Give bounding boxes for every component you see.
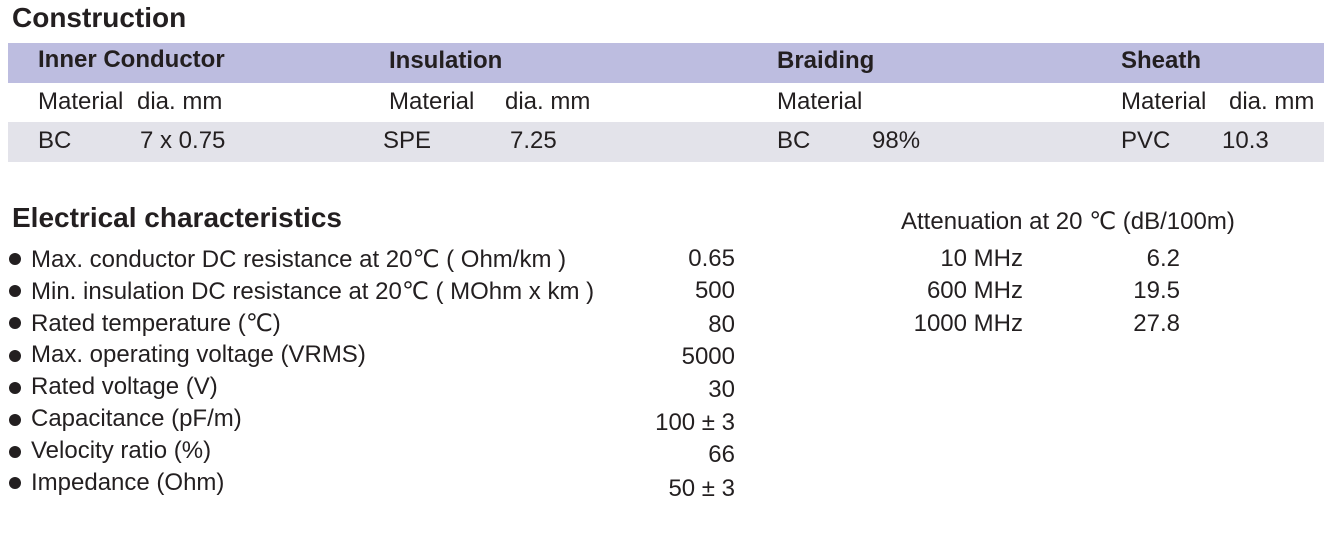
attenuation-frequency: 1000 MHz xyxy=(913,310,1023,337)
spec-label: Rated voltage (V) xyxy=(31,373,218,400)
bullet-icon xyxy=(9,414,21,426)
bullet-icon xyxy=(9,317,21,329)
sheath-material-value: PVC xyxy=(1121,127,1171,154)
insulation-dia-value: 7.25 xyxy=(510,127,557,154)
bullet-icon xyxy=(9,285,21,297)
attenuation-title: Attenuation at 20 ℃ (dB/100m) xyxy=(901,208,1235,235)
bullet-icon xyxy=(9,253,21,265)
attenuation-value: 27.8 xyxy=(1133,310,1180,337)
spec-label: Capacitance (pF/m) xyxy=(31,405,242,432)
inner-conductor-material-value: BC xyxy=(38,127,72,154)
inner-conductor-dia-label: dia. mm xyxy=(137,88,223,115)
bullet-icon xyxy=(9,446,21,458)
spec-value: 5000 xyxy=(681,343,735,370)
construction-header-band xyxy=(8,43,1324,83)
bullet-icon xyxy=(9,477,21,489)
col-header-sheath: Sheath xyxy=(1121,47,1202,74)
electrical-title: Electrical characteristics xyxy=(12,202,342,233)
braiding-material-label: Material xyxy=(777,88,863,115)
inner-conductor-material-label: Material xyxy=(38,88,124,115)
sheath-dia-value: 10.3 xyxy=(1222,127,1269,154)
construction-value-band xyxy=(8,122,1324,162)
construction-title: Construction xyxy=(12,2,187,33)
sheath-material-label: Material xyxy=(1121,88,1207,115)
inner-conductor-dia-value: 7 x 0.75 xyxy=(140,127,226,154)
spec-value: 500 xyxy=(694,277,735,304)
col-header-braiding: Braiding xyxy=(777,47,875,74)
spec-label: Velocity ratio (%) xyxy=(31,437,212,464)
insulation-dia-label: dia. mm xyxy=(505,88,591,115)
bullet-icon xyxy=(9,350,21,362)
spec-value: 50 ± 3 xyxy=(668,475,735,502)
col-header-inner-conductor: Inner Conductor xyxy=(38,46,225,73)
spec-label: Max. conductor DC resistance at 20℃ ( Oh… xyxy=(31,246,567,273)
spec-value: 100 ± 3 xyxy=(655,409,735,436)
attenuation-frequency: 10 MHz xyxy=(940,245,1023,272)
col-header-insulation: Insulation xyxy=(389,47,503,74)
spec-label: Max. operating voltage (VRMS) xyxy=(31,341,366,368)
bullet-icon xyxy=(9,382,21,394)
spec-value: 30 xyxy=(708,376,735,403)
spec-value: 0.65 xyxy=(688,245,735,272)
spec-label: Min. insulation DC resistance at 20℃ ( M… xyxy=(31,278,595,305)
braiding-material-value: BC xyxy=(777,127,811,154)
spec-value: 66 xyxy=(708,441,735,468)
attenuation-frequency: 600 MHz xyxy=(926,277,1023,304)
insulation-material-label: Material xyxy=(389,88,475,115)
spec-label: Impedance (Ohm) xyxy=(31,469,225,496)
braiding-coverage-value: 98% xyxy=(872,127,921,154)
attenuation-value: 6.2 xyxy=(1146,245,1180,272)
spec-value: 80 xyxy=(708,311,735,338)
sheath-dia-label: dia. mm xyxy=(1229,88,1315,115)
attenuation-value: 19.5 xyxy=(1133,277,1180,304)
insulation-material-value: SPE xyxy=(383,127,432,154)
spec-label: Rated temperature (℃) xyxy=(31,310,281,337)
